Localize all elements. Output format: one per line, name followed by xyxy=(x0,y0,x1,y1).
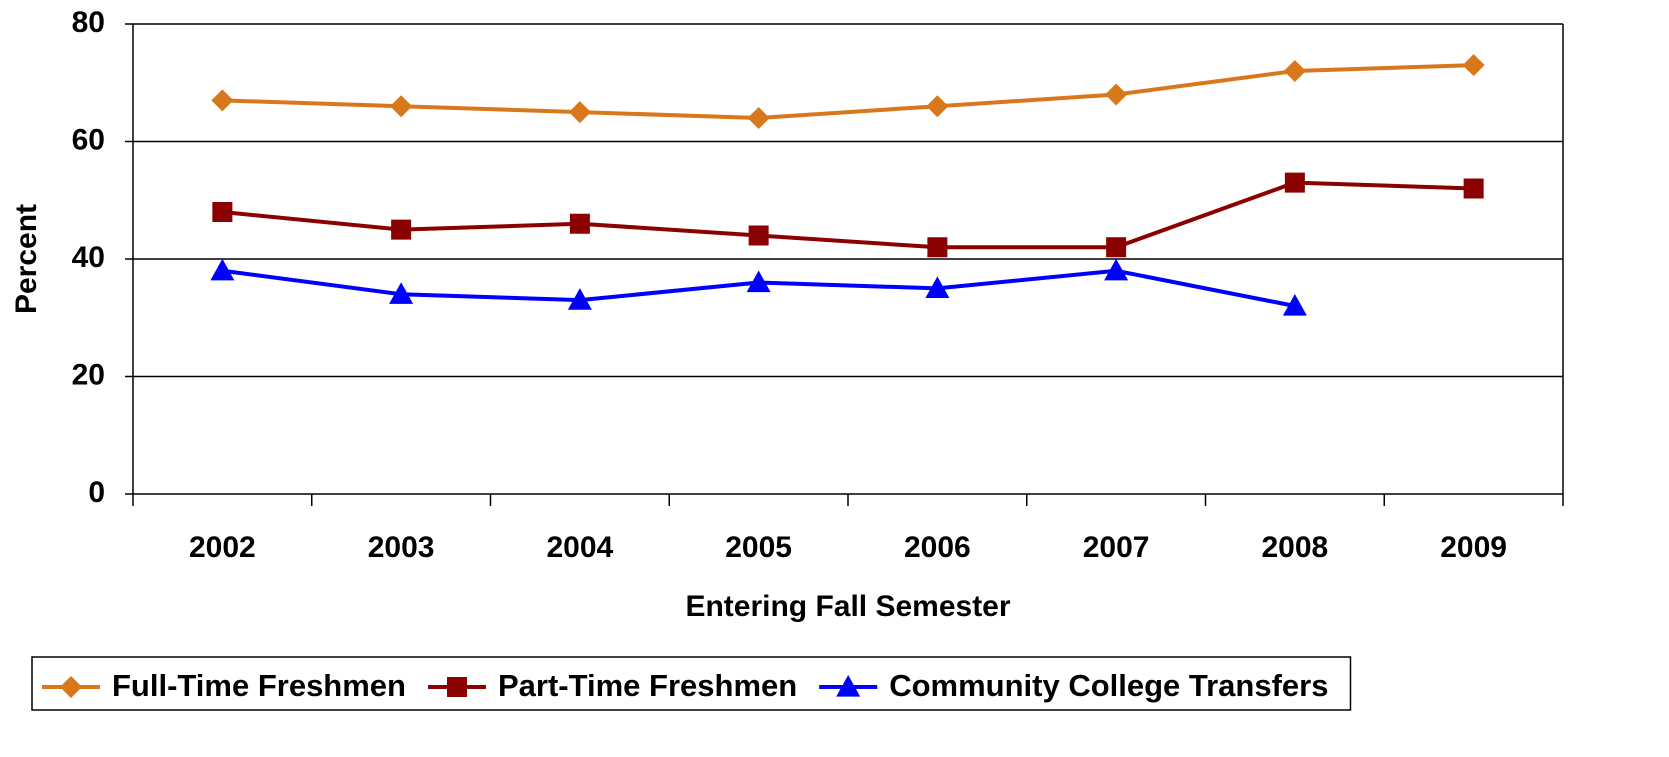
marker-diamond xyxy=(390,95,413,118)
marker-triangle xyxy=(1282,294,1307,316)
marker-triangle xyxy=(210,258,235,281)
marker-triangle xyxy=(389,282,414,304)
y-tick-label: 20 xyxy=(72,358,105,391)
marker-triangle xyxy=(836,675,861,697)
x-tick-label: 2006 xyxy=(904,531,971,564)
x-tick-label: 2004 xyxy=(547,531,614,564)
marker-triangle xyxy=(567,288,592,310)
marker-square xyxy=(1463,178,1484,199)
x-tick-label: 2003 xyxy=(368,531,435,564)
x-tick-label: 2005 xyxy=(725,531,792,564)
series-line xyxy=(222,63,1474,121)
marker-square xyxy=(1284,172,1305,193)
marker-triangle xyxy=(925,276,950,298)
marker-diamond xyxy=(60,676,82,698)
legend-box xyxy=(31,656,1352,711)
marker-square xyxy=(569,213,590,234)
marker-square xyxy=(391,219,412,240)
marker-square xyxy=(447,677,467,697)
y-tick-label: 40 xyxy=(72,241,105,274)
x-tick-label: 2008 xyxy=(1262,531,1329,564)
legend: Full-Time Freshmen Part-Time Freshmen Comm… xyxy=(31,656,1352,711)
y-axis-title: Percent xyxy=(10,204,43,314)
series-line xyxy=(222,180,1474,250)
legend-label: Community College Transfers xyxy=(889,668,1328,703)
marker-diamond xyxy=(926,95,949,118)
marker-triangle xyxy=(746,270,771,293)
marker-triangle xyxy=(1104,258,1129,281)
marker-diamond xyxy=(211,89,234,112)
y-tick-label: 80 xyxy=(72,6,105,39)
x-tick-label: 2007 xyxy=(1083,531,1150,564)
x-axis-title: Entering Fall Semester xyxy=(685,590,1010,623)
y-tick-label: 0 xyxy=(88,476,105,509)
marker-diamond xyxy=(747,107,770,129)
marker-diamond xyxy=(1283,60,1306,82)
marker-square xyxy=(927,237,948,258)
marker-diamond xyxy=(1105,83,1128,106)
x-tick-label: 2002 xyxy=(189,531,256,564)
marker-diamond xyxy=(568,101,591,124)
y-tick-label: 60 xyxy=(72,123,105,156)
marker-square xyxy=(748,225,769,246)
marker-square xyxy=(1106,237,1127,258)
marker-square xyxy=(212,202,233,222)
x-tick-label: 2009 xyxy=(1440,531,1507,564)
legend-label: Full-Time Freshmen xyxy=(112,668,406,703)
marker-diamond xyxy=(1462,54,1485,77)
legend-label: Part-Time Freshmen xyxy=(498,668,797,703)
